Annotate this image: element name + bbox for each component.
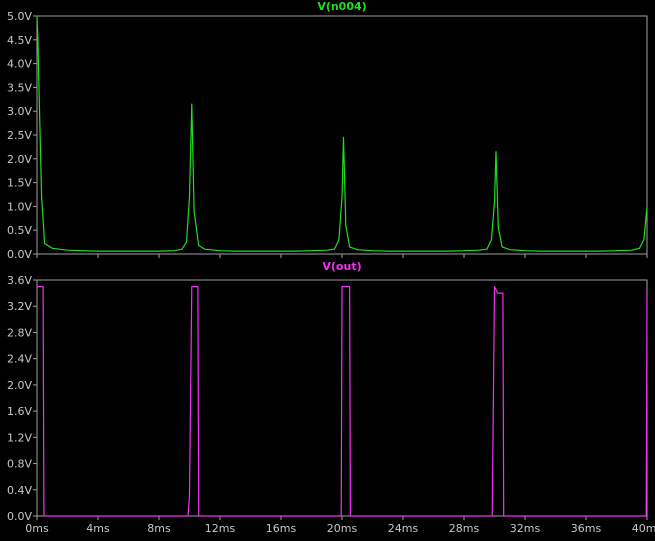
panel-1-ytick-label: 3.5V xyxy=(7,81,32,94)
panel-1-ytick-label: 1.0V xyxy=(7,200,32,213)
xtick-label: 40ms xyxy=(632,522,655,535)
panel-1-ytick-label: 4.5V xyxy=(7,34,32,47)
panel-1-frame xyxy=(36,15,648,255)
xtick-label: 12ms xyxy=(205,522,236,535)
panel-2-title: V(out) xyxy=(322,260,361,273)
panel-1-ytick-label: 1.5V xyxy=(7,177,32,190)
xtick-label: 16ms xyxy=(266,522,297,535)
panel-1-ytick-label: 5.0V xyxy=(7,10,32,23)
panel-1-ytick-label: 2.5V xyxy=(7,129,32,142)
panel-2-ytick-label: 0.0V xyxy=(7,510,32,523)
panel-2-ytick-label: 3.6V xyxy=(7,274,32,287)
panel-1-trace xyxy=(36,15,648,252)
xtick-label: 4ms xyxy=(86,522,110,535)
panel-1-ytick-label: 0.5V xyxy=(7,224,32,237)
xtick-label: 32ms xyxy=(510,522,541,535)
panel-2-ytick-label: 3.2V xyxy=(7,300,32,313)
xtick-label: 36ms xyxy=(571,522,602,535)
panel-2-ytick-label: 2.4V xyxy=(7,353,32,366)
panel-2-trace xyxy=(37,286,648,517)
panel-2-ytick-label: 0.8V xyxy=(7,458,32,471)
xtick-label: 8ms xyxy=(147,522,171,535)
panel-2-ytick-label: 2.8V xyxy=(7,326,32,339)
panel-2-ytick-label: 1.6V xyxy=(7,405,32,418)
panel-1-ytick-label: 3.0V xyxy=(7,105,32,118)
panel-1-ytick-label: 2.0V xyxy=(7,153,32,166)
xtick-label: 0ms xyxy=(25,522,49,535)
xtick-label: 24ms xyxy=(388,522,419,535)
panel-2-ytick-label: 0.4V xyxy=(7,484,32,497)
panel-1-ytick-label: 0.0V xyxy=(7,248,32,261)
panel-1-ytick-label: 4.0V xyxy=(7,58,32,71)
panel-2-ytick-label: 1.2V xyxy=(7,431,32,444)
panel-1-title: V(n004) xyxy=(317,0,366,13)
xtick-label: 28ms xyxy=(449,522,480,535)
panel-2-ytick-label: 2.0V xyxy=(7,379,32,392)
xtick-label: 20ms xyxy=(327,522,358,535)
